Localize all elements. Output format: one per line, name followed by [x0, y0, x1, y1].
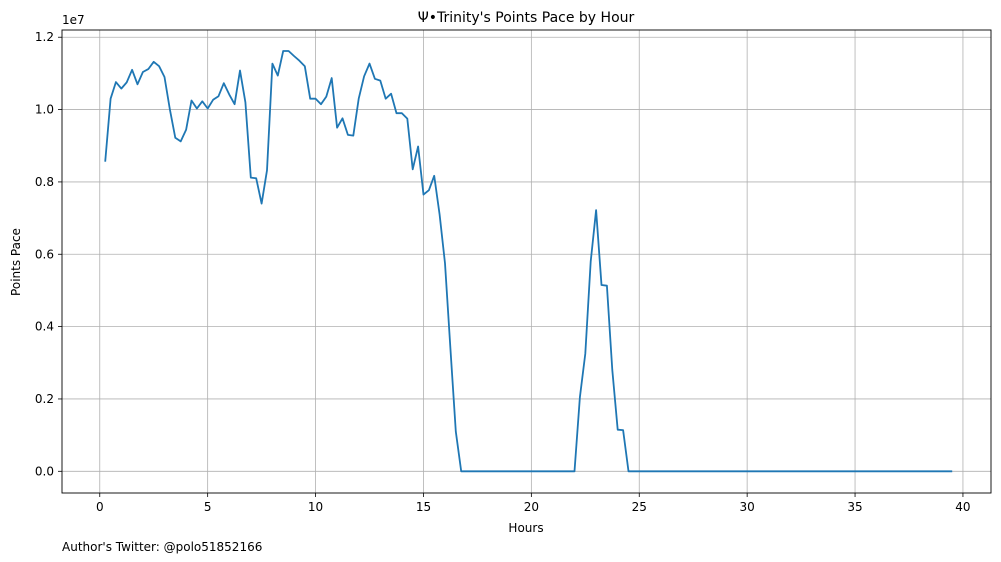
series-line	[104, 50, 953, 473]
ticks	[58, 36, 964, 497]
x-tick-label: 0	[96, 500, 104, 514]
chart-title: Ψ•Trinity's Points Pace by Hour	[418, 10, 635, 26]
x-tick-label: 15	[416, 500, 431, 514]
x-tick-label: 35	[847, 500, 862, 514]
y-scale-label: 1e7	[62, 13, 85, 27]
y-tick-label: 0.2	[35, 392, 54, 406]
plot-area	[61, 29, 992, 494]
y-tick-label: 0.6	[35, 247, 54, 261]
x-tick-label: 40	[955, 500, 970, 514]
x-axis-label: Hours	[508, 521, 543, 535]
y-tick-label: 1.0	[35, 103, 54, 117]
x-tick-label: 20	[524, 500, 539, 514]
x-tick-label: 10	[308, 500, 323, 514]
y-tick-label: 0.0	[35, 464, 54, 478]
y-tick-label: 0.8	[35, 175, 54, 189]
x-tick-label: 25	[632, 500, 647, 514]
y-tick-label: 0.4	[35, 320, 54, 334]
x-tick-label: 5	[204, 500, 212, 514]
author-footer: Author's Twitter: @polo51852166	[62, 540, 262, 554]
grid	[62, 30, 991, 493]
tick-labels: 0 5 10 15 20 25 30 35 40 0.0 0.2 0.4 0.6 0.8 1.0 1.2	[35, 30, 971, 514]
y-tick-label: 1.2	[35, 30, 54, 44]
y-axis-label: Points Pace	[9, 228, 23, 296]
x-tick-label: 30	[740, 500, 755, 514]
